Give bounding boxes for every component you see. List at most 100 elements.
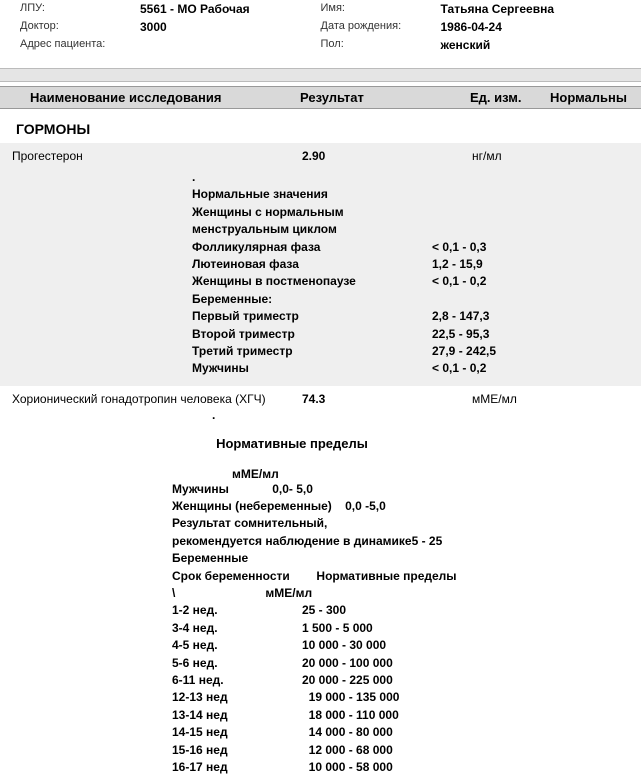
ref-row: Второй триместр22,5 - 95,3 (192, 326, 641, 343)
ref-label: Первый триместр (192, 308, 432, 325)
ref-row: Женщины с нормальным менструальным цикло… (192, 204, 641, 239)
week-row: 15-16 нед 12 000 - 68 000 (172, 742, 641, 759)
week-row: 4-5 нед.10 000 - 30 000 (172, 637, 641, 654)
week-label: 14-15 нед (172, 724, 302, 741)
ref-range: 27,9 - 242,5 (432, 343, 496, 360)
reference-block: . Нормальные значения Женщины с нормальн… (192, 165, 641, 382)
dot: . (192, 169, 641, 186)
info-value: женский (441, 38, 491, 52)
ref-range: 2,8 - 147,3 (432, 308, 489, 325)
col-header-result: Результат (300, 90, 430, 105)
ref-range: 22,5 - 95,3 (432, 326, 489, 343)
info-row: ЛПУ: 5561 - МО Рабочая (20, 2, 321, 16)
ref-label: Женщины в постменопаузе (192, 273, 432, 290)
ref-row: Первый триместр 2,8 - 147,3 (192, 308, 641, 325)
section-title: ГОРМОНЫ (0, 109, 641, 143)
ref-range: < 0,1 - 0,2 (432, 273, 486, 290)
info-label: Имя: (321, 2, 441, 16)
test-result: 74.3 (302, 392, 432, 406)
norm-title: Нормативные пределы (72, 422, 512, 459)
test-name: Прогестерон (12, 149, 302, 163)
info-row: Имя: Татьяна Сергеевна (321, 2, 622, 16)
ref-range: < 0,1 - 0,2 (432, 360, 486, 377)
info-row: Доктор: 3000 (20, 20, 321, 34)
test-unit: нг/мл (432, 149, 542, 163)
week-row: 5-6 нед.20 000 - 100 000 (172, 655, 641, 672)
week-row: 16-17 нед 10 000 - 58 000 (172, 759, 641, 776)
info-value: Татьяна Сергеевна (441, 2, 555, 16)
dot: . (212, 408, 641, 422)
ref-range: < 0,1 - 0,3 (432, 239, 486, 256)
info-label: Адрес пациента: (20, 38, 140, 50)
info-label: Дата рождения: (321, 20, 441, 34)
week-range: 14 000 - 80 000 (302, 724, 393, 741)
week-label: 3-4 нед. (172, 620, 302, 637)
ref-row: Третий триместр27,9 - 242,5 (192, 343, 641, 360)
test-row: Прогестерон 2.90 нг/мл (12, 147, 641, 165)
info-row: Пол: женский (321, 38, 622, 52)
week-row: 6-11 нед.20 000 - 225 000 (172, 672, 641, 689)
info-label: Доктор: (20, 20, 140, 34)
ref-row: Мужчины< 0,1 - 0,2 (192, 360, 641, 377)
week-range: 18 000 - 110 000 (302, 707, 399, 724)
norm-unit: мМЕ/мл (232, 467, 641, 481)
week-range: 10 000 - 30 000 (302, 637, 386, 654)
divider (0, 68, 641, 82)
header-left-col: ЛПУ: 5561 - МО Рабочая Доктор: 3000 Адре… (20, 2, 321, 56)
week-row: 13-14 нед 18 000 - 110 000 (172, 707, 641, 724)
norm-line: Женщины (небеременные) 0,0 -5,0 (172, 498, 641, 515)
test-row: Хорионический гонадотропин человека (ХГЧ… (12, 390, 641, 408)
week-range: 1 500 - 5 000 (302, 620, 373, 637)
ref-range: 1,2 - 15,9 (432, 256, 483, 273)
info-value: 5561 - МО Рабочая (140, 2, 250, 16)
week-range: 20 000 - 225 000 (302, 672, 393, 689)
col-header-name: Наименование исследования (0, 90, 300, 105)
info-label: Пол: (321, 38, 441, 52)
week-label: 12-13 нед (172, 689, 302, 706)
ref-label: Беременные: (192, 291, 432, 308)
week-range: 19 000 - 135 000 (302, 689, 399, 706)
test-unit: мМЕ/мл (432, 392, 542, 406)
test-hcg: Хорионический гонадотропин человека (ХГЧ… (0, 386, 641, 780)
test-result: 2.90 (302, 149, 432, 163)
week-range: 25 - 300 (302, 602, 346, 619)
test-progesterone: Прогестерон 2.90 нг/мл . Нормальные знач… (0, 143, 641, 386)
week-range: 20 000 - 100 000 (302, 655, 393, 672)
info-row: Дата рождения: 1986-04-24 (321, 20, 622, 34)
norm-line: Беременные (172, 550, 641, 567)
norm-line: Мужчины 0,0- 5,0 (172, 481, 641, 498)
col-header-unit: Ед. изм. (430, 90, 540, 105)
ref-label: Лютеиновая фаза (192, 256, 432, 273)
week-row: 14-15 нед 14 000 - 80 000 (172, 724, 641, 741)
header-right-col: Имя: Татьяна Сергеевна Дата рождения: 19… (321, 2, 622, 56)
patient-header: ЛПУ: 5561 - МО Рабочая Доктор: 3000 Адре… (0, 0, 641, 64)
week-label: 6-11 нед. (172, 672, 302, 689)
ref-row: Лютеиновая фаза1,2 - 15,9 (192, 256, 641, 273)
week-label: 5-6 нед. (172, 655, 302, 672)
info-label: ЛПУ: (20, 2, 140, 16)
norm-line: рекомендуется наблюдение в динамике5 - 2… (172, 533, 641, 550)
norm-line: Результат сомнительный, (172, 515, 641, 532)
ref-row: Фолликулярная фаза< 0,1 - 0,3 (192, 239, 641, 256)
col-header: \ мМЕ/мл (172, 585, 641, 602)
ref-title: Нормальные значения (192, 186, 641, 203)
week-label: 15-16 нед (172, 742, 302, 759)
week-range: 10 000 - 58 000 (302, 759, 393, 776)
week-range: 12 000 - 68 000 (302, 742, 393, 759)
ref-label: Женщины с нормальным менструальным цикло… (192, 204, 432, 239)
week-row: 1-2 нед.25 - 300 (172, 602, 641, 619)
norm-line: Срок беременности Нормативные пределы (172, 568, 641, 585)
week-label: 16-17 нед (172, 759, 302, 776)
norm-lines: Мужчины 0,0- 5,0Женщины (небеременные) 0… (172, 481, 641, 777)
week-label: 4-5 нед. (172, 637, 302, 654)
info-value: 3000 (140, 20, 167, 34)
results-table-header: Наименование исследования Результат Ед. … (0, 86, 641, 109)
col-header-norm: Нормальны (540, 90, 641, 105)
ref-label: Третий триместр (192, 343, 432, 360)
week-label: 13-14 нед (172, 707, 302, 724)
ref-row: Женщины в постменопаузе < 0,1 - 0,2 (192, 273, 641, 290)
info-row: Адрес пациента: (20, 38, 321, 50)
week-row: 12-13 нед 19 000 - 135 000 (172, 689, 641, 706)
week-row: 3-4 нед.1 500 - 5 000 (172, 620, 641, 637)
ref-row: Беременные: (192, 291, 641, 308)
